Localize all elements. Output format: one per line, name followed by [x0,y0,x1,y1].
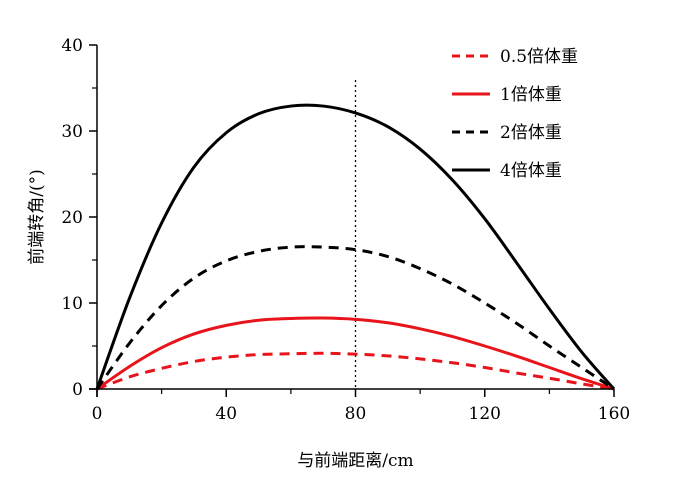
legend-label-1: 0.5倍体重 [500,47,578,67]
y-tick-label: 0 [72,380,83,400]
series-line-1 [96,351,615,391]
series-line-3 [95,245,615,391]
x-tick-label: 0 [92,404,103,424]
y-tick-label: 30 [61,122,83,142]
axes: 0 40 80 120 160 0 10 20 30 40 [61,36,630,424]
legend-label-4: 4倍体重 [500,161,562,181]
x-tick-label: 120 [469,404,501,424]
legend-label-2: 1倍体重 [500,85,562,105]
legend: 0.5倍体重 1倍体重 2倍体重 4倍体重 [452,47,578,181]
x-tick-label: 160 [598,404,630,424]
y-tick-label: 10 [61,294,83,314]
y-tick-label: 20 [61,208,83,228]
plot-lines [95,80,616,391]
y-axis-title: 前端转角/(°) [27,169,47,265]
x-tick-label: 80 [345,404,367,424]
x-tick-label: 40 [215,404,237,424]
y-tick-label: 40 [61,36,83,56]
x-axis-title: 与前端距离/cm [297,451,413,471]
series-line-4 [95,103,616,390]
legend-label-3: 2倍体重 [500,123,562,143]
series-line-2 [96,316,615,391]
